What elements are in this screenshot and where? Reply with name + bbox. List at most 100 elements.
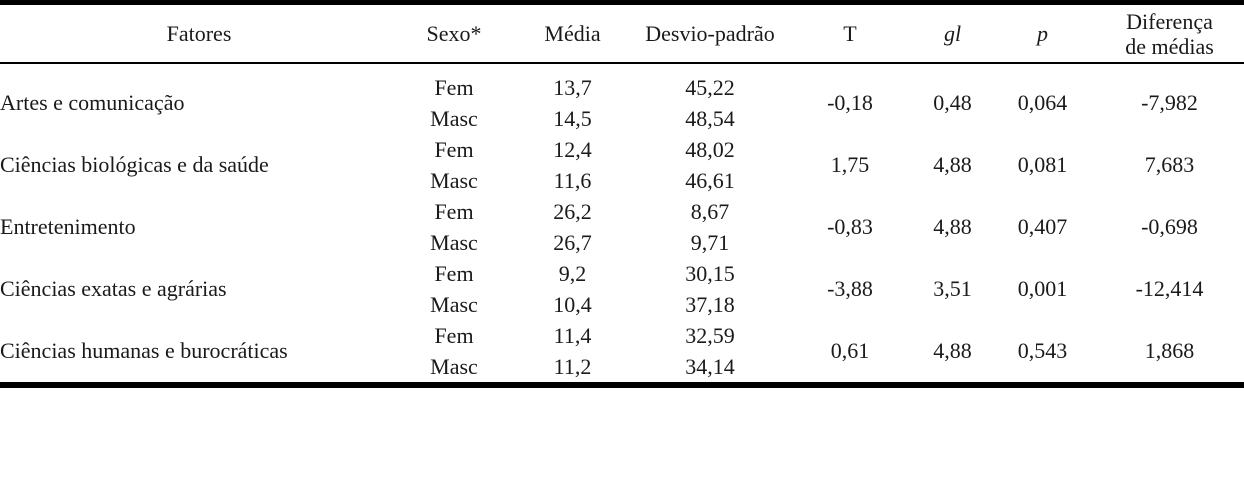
desvio-pair: 8,67 9,71	[635, 196, 785, 258]
desvio-cell: 8,67 9,71	[635, 196, 785, 258]
sexo-fem: Fem	[434, 75, 474, 100]
media-fem: 11,4	[553, 323, 592, 348]
sexo-fem: Fem	[434, 199, 474, 224]
diferenca-value: -0,698	[1141, 214, 1198, 239]
media-masc: 10,4	[553, 292, 592, 317]
sexo-pair: Fem Masc	[398, 134, 510, 196]
sexo-cell: Fem Masc	[398, 258, 510, 320]
col-header-p: p	[990, 2, 1095, 64]
media-fem: 13,7	[553, 75, 592, 100]
sexo-pair: Fem Masc	[398, 196, 510, 258]
desvio-masc: 34,14	[685, 354, 735, 379]
t-value: 1,75	[830, 152, 870, 177]
desvio-cell: 32,59 34,14	[635, 320, 785, 385]
media-pair: 13,7 14,5	[510, 72, 635, 134]
desvio-fem: 30,15	[685, 261, 735, 286]
t-value: -0,18	[827, 90, 873, 115]
sexo-pair: Fem Masc	[398, 320, 510, 382]
sexo-fem: Fem	[434, 323, 474, 348]
desvio-masc: 9,71	[690, 230, 730, 255]
statistics-table: Fatores Sexo* Média Desvio-padrão T gl p…	[0, 0, 1244, 388]
col-header-desvio-padrao: Desvio-padrão	[635, 2, 785, 64]
table-row-ciencias-exatas: Ciências exatas e agrárias Fem Masc 9,2 10…	[0, 258, 1244, 320]
diferenca-value: -12,414	[1135, 276, 1204, 301]
col-header-media: Média	[510, 2, 635, 64]
desvio-pair: 30,15 37,18	[635, 258, 785, 320]
sexo-masc: Masc	[430, 354, 478, 379]
sexo-pair: Fem Masc	[398, 72, 510, 134]
t-value: 0,61	[830, 338, 870, 363]
desvio-masc: 37,18	[685, 292, 735, 317]
sexo-pair: Fem Masc	[398, 258, 510, 320]
desvio-pair: 48,02 46,61	[635, 134, 785, 196]
factor-name: Ciências humanas e burocráticas	[0, 338, 288, 363]
p-value: 0,407	[1017, 214, 1068, 239]
sexo-fem: Fem	[434, 137, 474, 162]
gl-value: 3,51	[933, 276, 972, 301]
desvio-fem: 45,22	[685, 75, 735, 100]
factor-name: Entretenimento	[0, 214, 136, 239]
table-row-entretenimento: Entretenimento Fem Masc 26,2 26,7 8,67 9,71…	[0, 196, 1244, 258]
media-pair: 12,4 11,6	[510, 134, 635, 196]
factor-name: Artes e comunicação	[0, 90, 185, 115]
col-header-fatores: Fatores	[0, 2, 398, 64]
media-pair: 11,4 11,2	[510, 320, 635, 382]
desvio-cell: 30,15 37,18	[635, 258, 785, 320]
gl-value: 4,88	[933, 152, 972, 177]
t-value: -3,88	[827, 276, 873, 301]
media-cell: 11,4 11,2	[510, 320, 635, 385]
sexo-cell: Fem Masc	[398, 134, 510, 196]
p-value: 0,064	[1017, 90, 1068, 115]
media-pair: 26,2 26,7	[510, 196, 635, 258]
header-row: Fatores Sexo* Média Desvio-padrão T gl p…	[0, 2, 1244, 64]
p-value: 0,543	[1017, 338, 1068, 363]
desvio-pair: 45,22 48,54	[635, 72, 785, 134]
media-cell: 13,7 14,5	[510, 63, 635, 134]
t-value: -0,83	[827, 214, 873, 239]
table-row-ciencias-humanas: Ciências humanas e burocráticas Fem Masc …	[0, 320, 1244, 385]
gl-value: 4,88	[933, 214, 972, 239]
desvio-fem: 48,02	[685, 137, 735, 162]
col-header-t: T	[785, 2, 915, 64]
desvio-masc: 48,54	[685, 106, 735, 131]
col-header-gl: gl	[915, 2, 990, 64]
factor-name: Ciências exatas e agrárias	[0, 276, 227, 301]
media-masc: 26,7	[553, 230, 592, 255]
sexo-cell: Fem Masc	[398, 63, 510, 134]
sexo-fem: Fem	[434, 261, 474, 286]
desvio-pair: 32,59 34,14	[635, 320, 785, 382]
desvio-fem: 32,59	[685, 323, 735, 348]
media-cell: 26,2 26,7	[510, 196, 635, 258]
table-row-artes-e-comunicacao: Artes e comunicação Fem Masc 13,7 14,5 45,…	[0, 63, 1244, 134]
table-row-ciencias-biologicas: Ciências biológicas e da saúde Fem Masc 1…	[0, 134, 1244, 196]
media-masc: 11,6	[553, 168, 592, 193]
p-value: 0,001	[1017, 276, 1068, 301]
p-value: 0,081	[1017, 152, 1068, 177]
gl-value: 4,88	[933, 338, 972, 363]
desvio-cell: 48,02 46,61	[635, 134, 785, 196]
sexo-masc: Masc	[430, 292, 478, 317]
diferenca-value: 1,868	[1144, 338, 1195, 363]
media-cell: 12,4 11,6	[510, 134, 635, 196]
col-header-sexo: Sexo*	[398, 2, 510, 64]
col-header-diferenca-de-medias: Diferença de médias	[1095, 2, 1244, 64]
gl-value: 0,48	[933, 90, 972, 115]
media-pair: 9,2 10,4	[510, 258, 635, 320]
desvio-masc: 46,61	[685, 168, 735, 193]
media-fem: 26,2	[553, 199, 592, 224]
desvio-fem: 8,67	[690, 199, 730, 224]
sexo-cell: Fem Masc	[398, 320, 510, 385]
media-cell: 9,2 10,4	[510, 258, 635, 320]
sexo-masc: Masc	[430, 230, 478, 255]
media-masc: 14,5	[553, 106, 592, 131]
desvio-cell: 45,22 48,54	[635, 63, 785, 134]
factor-name: Ciências biológicas e da saúde	[0, 152, 269, 177]
media-fem: 9,2	[558, 261, 587, 286]
media-fem: 12,4	[553, 137, 592, 162]
diferenca-value: 7,683	[1144, 152, 1195, 177]
sexo-masc: Masc	[430, 106, 478, 131]
diferenca-value: -7,982	[1141, 90, 1198, 115]
sexo-masc: Masc	[430, 168, 478, 193]
media-masc: 11,2	[553, 354, 592, 379]
